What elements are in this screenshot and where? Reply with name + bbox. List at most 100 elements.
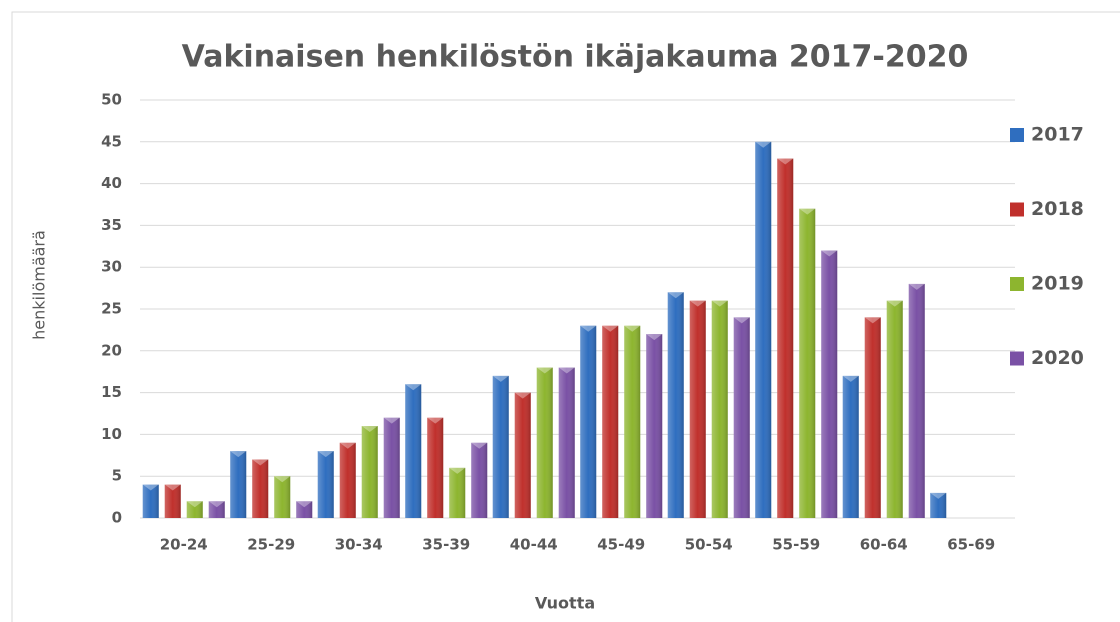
bar-cap xyxy=(339,442,356,449)
bar-shade xyxy=(405,384,422,518)
bar-cap xyxy=(624,325,641,332)
bar-cap xyxy=(930,492,947,499)
y-tick-label: 20 xyxy=(101,341,122,359)
x-axis-label: Vuotta xyxy=(535,594,595,613)
legend-swatch xyxy=(1010,202,1024,217)
bar-shade xyxy=(536,367,553,518)
bar-shade xyxy=(602,325,619,518)
bar-shade xyxy=(208,501,225,518)
y-tick-label: 45 xyxy=(101,132,122,150)
bar-cap xyxy=(317,451,334,458)
bar-shade xyxy=(164,484,181,518)
bar-cap xyxy=(252,459,269,466)
bar-cap xyxy=(602,325,619,332)
bar-cap xyxy=(536,367,553,374)
y-tick-label: 5 xyxy=(112,467,122,485)
bar-shade xyxy=(252,459,269,518)
bar-cap xyxy=(667,292,684,299)
bar-cap xyxy=(208,501,225,508)
legend-swatch xyxy=(1010,351,1024,366)
bar-shade xyxy=(492,375,509,518)
bar-shade xyxy=(886,300,903,518)
bar-cap xyxy=(755,141,772,148)
bar-cap xyxy=(230,451,247,458)
bar-shade xyxy=(449,467,466,518)
bar-cap xyxy=(689,300,706,307)
bar-cap xyxy=(405,384,422,391)
chart-frame xyxy=(11,11,1120,622)
bar-shade xyxy=(799,208,816,518)
y-tick-label: 30 xyxy=(101,258,122,276)
legend-label: 2020 xyxy=(1031,347,1084,369)
bar-shade xyxy=(361,426,378,518)
y-tick-label: 50 xyxy=(101,91,122,109)
legend-swatch xyxy=(1010,277,1024,291)
bar-shade xyxy=(471,442,488,518)
bar-shade xyxy=(733,317,750,518)
bar-cap xyxy=(558,367,575,374)
bar-cap xyxy=(164,484,181,491)
legend-label: 2019 xyxy=(1031,273,1084,295)
y-tick-label: 35 xyxy=(101,216,122,234)
bar-cap xyxy=(142,484,159,491)
bar-cap xyxy=(361,426,378,433)
bar-shade xyxy=(383,417,400,518)
bar-cap xyxy=(471,442,488,449)
bar-shade xyxy=(930,492,947,518)
bar-shade xyxy=(186,501,203,518)
bar-shade xyxy=(296,501,313,518)
bar-shade xyxy=(777,158,794,518)
bar-shade xyxy=(667,292,684,518)
bar-shade xyxy=(842,375,859,518)
x-tick-label: 40-44 xyxy=(510,536,558,554)
y-tick-label: 15 xyxy=(101,383,122,401)
bar-shade xyxy=(274,476,291,518)
legend-label: 2017 xyxy=(1031,124,1084,146)
bar-shade xyxy=(711,300,728,518)
bar-shade xyxy=(908,283,925,518)
bar-cap xyxy=(186,501,203,508)
bar-shade xyxy=(689,300,706,518)
bar-cap xyxy=(274,476,291,483)
x-tick-label: 35-39 xyxy=(422,536,470,554)
x-tick-label: 30-34 xyxy=(335,536,383,554)
x-tick-label: 60-64 xyxy=(860,536,908,554)
bar-shade xyxy=(317,451,334,518)
x-tick-label: 25-29 xyxy=(247,536,295,554)
bar-cap xyxy=(580,325,597,332)
bar-shade xyxy=(514,392,531,518)
legend-label: 2018 xyxy=(1031,198,1084,220)
bar-shade xyxy=(755,141,772,519)
bar-shade xyxy=(230,451,247,518)
bar-cap xyxy=(449,467,466,474)
x-tick-label: 50-54 xyxy=(685,536,733,554)
y-tick-label: 40 xyxy=(101,174,122,192)
chart-title: Vakinaisen henkilöstön ikäjakauma 2017-2… xyxy=(182,40,969,75)
bar-cap xyxy=(821,250,838,257)
y-tick-label: 0 xyxy=(112,509,122,527)
x-tick-label: 45-49 xyxy=(597,536,645,554)
x-tick-label: 55-59 xyxy=(772,536,820,554)
bar-cap xyxy=(492,375,509,382)
x-tick-label: 20-24 xyxy=(160,536,208,554)
y-axis-label: henkilömäärä xyxy=(30,230,49,340)
bar-cap xyxy=(886,300,903,307)
y-tick-label: 10 xyxy=(101,425,122,443)
x-tick-label: 65-69 xyxy=(947,536,995,554)
bar-cap xyxy=(514,392,531,399)
bar-shade xyxy=(580,325,597,518)
bar-cap xyxy=(733,317,750,324)
bar-cap xyxy=(383,417,400,424)
bar-shade xyxy=(646,334,663,518)
bar-cap xyxy=(427,417,444,424)
bar-cap xyxy=(711,300,728,307)
bar-shade xyxy=(624,325,641,518)
bar-shade xyxy=(864,317,881,518)
bar-cap xyxy=(296,501,313,508)
bar-cap xyxy=(646,334,663,341)
y-tick-label: 25 xyxy=(101,300,122,318)
bar-shade xyxy=(142,484,159,518)
bar-shade xyxy=(821,250,838,519)
bar-cap xyxy=(842,375,859,382)
bar-cap xyxy=(799,208,816,215)
